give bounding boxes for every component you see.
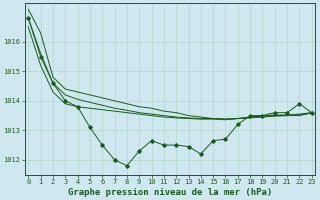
X-axis label: Graphe pression niveau de la mer (hPa): Graphe pression niveau de la mer (hPa) xyxy=(68,188,272,197)
